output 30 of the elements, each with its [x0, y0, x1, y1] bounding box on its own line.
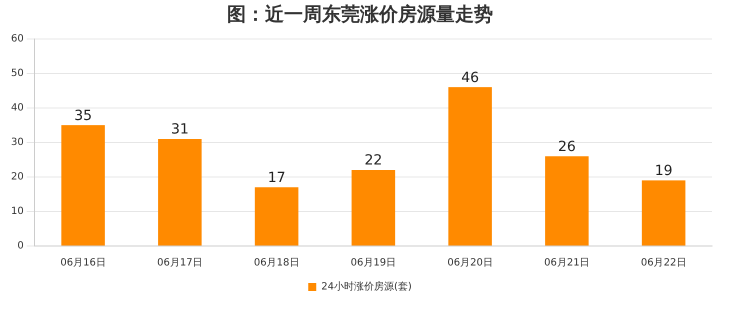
data-label: 17	[268, 170, 286, 186]
bar	[448, 87, 492, 246]
x-tick-label: 06月16日	[60, 258, 106, 269]
legend-label: 24小时涨价房源(套)	[321, 280, 412, 293]
y-tick-label: 50	[10, 68, 24, 79]
data-label: 19	[654, 163, 673, 180]
x-tick-label: 06月17日	[157, 258, 203, 269]
x-tick-label: 06月20日	[447, 258, 493, 269]
bar	[61, 125, 105, 246]
chart-title: 图：近一周东莞涨价房源量走势	[227, 3, 493, 26]
data-label: 35	[74, 108, 92, 124]
y-tick-label: 0	[17, 240, 24, 252]
x-tick-label: 06月18日	[254, 258, 300, 269]
bar	[352, 170, 396, 246]
x-tick-label: 06月21日	[544, 258, 590, 269]
y-tick-label: 20	[10, 172, 24, 183]
data-label: 46	[461, 70, 480, 86]
bar	[158, 138, 202, 246]
data-label: 26	[558, 138, 576, 155]
y-tick-label: 60	[10, 33, 24, 44]
y-tick-label: 10	[10, 206, 24, 218]
bar	[642, 180, 686, 246]
y-tick-label: 30	[10, 136, 24, 148]
bar	[254, 187, 298, 246]
bar	[545, 156, 589, 246]
y-tick-label: 40	[10, 102, 24, 114]
data-label: 22	[364, 152, 382, 169]
x-tick-label: 06月19日	[350, 258, 396, 269]
data-label: 31	[170, 122, 189, 138]
x-tick-label: 06月22日	[640, 258, 686, 269]
